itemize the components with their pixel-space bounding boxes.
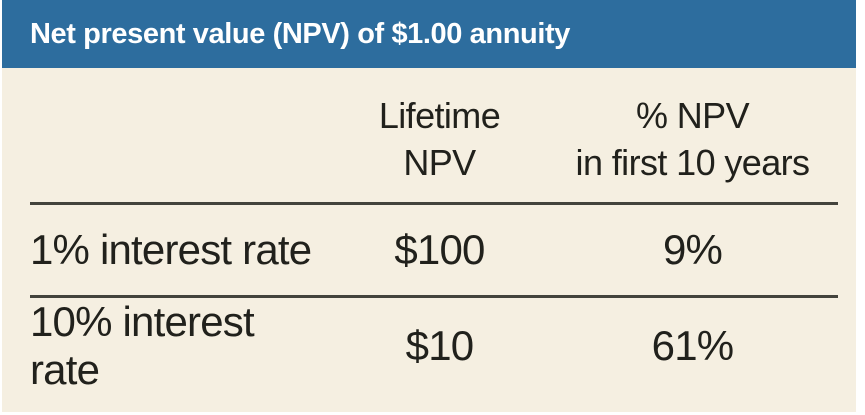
- column-header-lifetime-npv: Lifetime NPV: [332, 92, 547, 186]
- column-header-line-2: in first 10 years: [575, 142, 810, 183]
- table-title: Net present value (NPV) of $1.00 annuity: [30, 17, 570, 50]
- column-header-line-2: NPV: [403, 142, 476, 183]
- table-row: 1% interest rate $100 9%: [30, 205, 838, 298]
- column-header-row: Lifetime NPV % NPV in first 10 years: [30, 68, 838, 205]
- row-label: 10% interest rate: [30, 298, 255, 393]
- table-body: Lifetime NPV % NPV in first 10 years 1% …: [2, 68, 856, 393]
- title-bar: Net present value (NPV) of $1.00 annuity: [2, 0, 856, 68]
- column-header-pct-npv: % NPV in first 10 years: [547, 92, 838, 186]
- table-row: 10% interest rate $10 61%: [30, 298, 838, 393]
- lifetime-npv-value: $100: [394, 226, 485, 273]
- column-header-spacer: [30, 92, 332, 186]
- pct-first-10-years-value: 61%: [651, 322, 734, 369]
- row-label: 1% interest rate: [30, 226, 312, 273]
- column-header-line-1: % NPV: [635, 95, 750, 136]
- lifetime-npv-value: $10: [405, 322, 474, 369]
- pct-first-10-years-value: 9%: [662, 226, 723, 273]
- column-header-line-1: Lifetime: [378, 95, 501, 136]
